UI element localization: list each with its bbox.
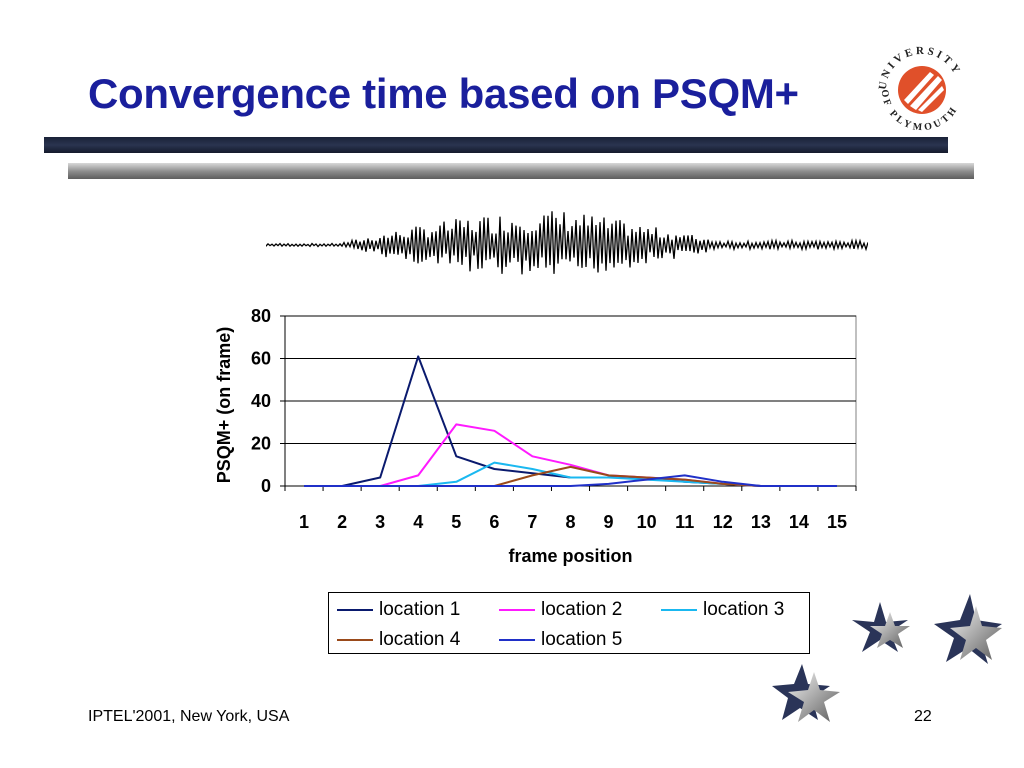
legend-swatch — [337, 639, 373, 641]
legend-swatch — [499, 609, 535, 611]
x-tick-label: 15 — [827, 512, 847, 532]
y-tick-label: 60 — [251, 349, 271, 369]
x-tick-label: 14 — [789, 512, 809, 532]
speech-waveform — [266, 211, 868, 275]
logo-emblem — [898, 66, 946, 114]
legend-label: location 5 — [541, 629, 623, 650]
header-bar-dark — [44, 137, 948, 153]
x-axis-label: frame position — [508, 546, 632, 566]
x-tick-label: 7 — [527, 512, 537, 532]
decorative-stars — [772, 594, 1002, 722]
slide-title: Convergence time based on PSQM+ — [88, 70, 799, 117]
x-tick-label: 10 — [637, 512, 657, 532]
x-tick-label: 3 — [375, 512, 385, 532]
x-tick-label: 12 — [713, 512, 733, 532]
star-icon — [870, 612, 910, 648]
waveform-trace — [266, 211, 868, 275]
legend-item-location-5: location 5 — [499, 629, 622, 651]
x-tick-label: 2 — [337, 512, 347, 532]
logo-stripe — [910, 76, 942, 110]
legend-item-location-2: location 2 — [499, 599, 622, 621]
y-axis-label: PSQM+ (on frame) — [214, 327, 234, 484]
page-number: 22 — [914, 708, 932, 725]
x-tick-label: 8 — [565, 512, 575, 532]
x-tick-label: 4 — [413, 512, 423, 532]
x-tick-label: 9 — [604, 512, 614, 532]
legend-swatch — [661, 609, 697, 611]
footer-conference: IPTEL'2001, New York, USA — [88, 708, 290, 725]
y-tick-label: 40 — [251, 391, 271, 411]
legend-swatch — [337, 609, 373, 611]
x-tick-label: 1 — [299, 512, 309, 532]
legend-item-location-4: location 4 — [337, 629, 460, 651]
logo-stripe — [904, 72, 934, 104]
header-bar-grey — [68, 163, 974, 179]
star-icon — [950, 606, 1002, 660]
legend-swatch — [499, 639, 535, 641]
star-icon — [788, 672, 840, 722]
legend-label: location 3 — [703, 599, 785, 620]
chart-legend: location 1 location 2 location 3 locatio… — [328, 592, 810, 654]
x-tick-label: 5 — [451, 512, 461, 532]
y-tick-label: 80 — [251, 306, 271, 326]
y-tick-label: 20 — [251, 434, 271, 454]
x-tick-label: 13 — [751, 512, 771, 532]
university-logo: UNIVERSITY OF PLYMOUTH — [877, 45, 961, 133]
legend-item-location-3: location 3 — [661, 599, 784, 621]
logo-stripe — [918, 86, 944, 112]
legend-item-location-1: location 1 — [337, 599, 460, 621]
x-tick-label: 6 — [489, 512, 499, 532]
legend-label: location 4 — [379, 629, 461, 650]
x-tick-label: 11 — [675, 512, 694, 532]
series-line-location-5 — [304, 474, 837, 487]
legend-label: location 1 — [379, 599, 461, 620]
legend-label: location 2 — [541, 599, 623, 620]
y-tick-label: 0 — [261, 476, 271, 496]
